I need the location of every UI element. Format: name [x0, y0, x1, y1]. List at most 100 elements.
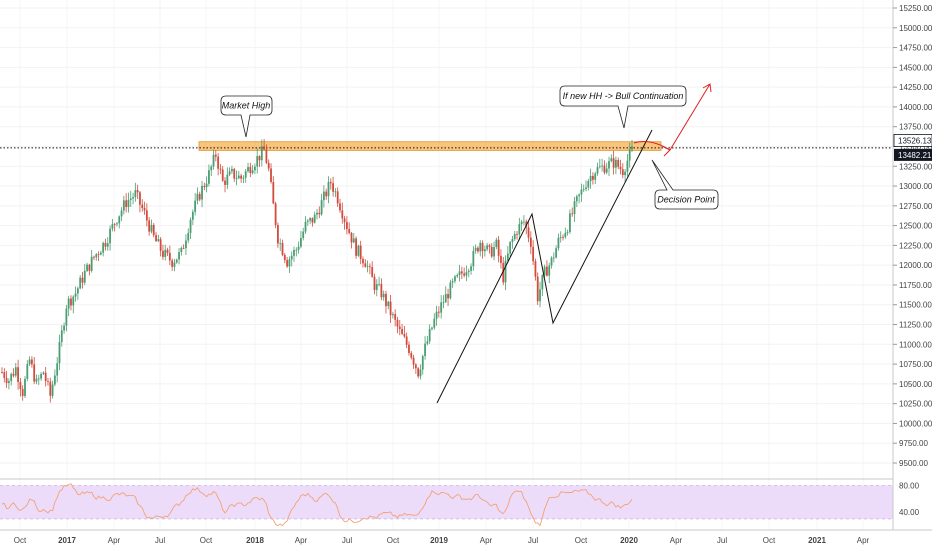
time-axis[interactable]: Oct 2017 Apr Jul Oct 2018 Apr Jul Oct 2019 Apr Jul O…	[14, 536, 870, 545]
candle-body	[412, 357, 415, 365]
candle-body	[495, 239, 498, 247]
candle-body	[580, 189, 583, 195]
price-tick-label: 15000.00	[899, 24, 932, 33]
candle-body	[58, 341, 61, 364]
candle	[88, 263, 91, 276]
candle-body	[488, 245, 491, 247]
candle-body	[189, 219, 192, 233]
candle-body	[21, 388, 24, 396]
candle	[187, 228, 190, 244]
candle-body	[14, 367, 17, 376]
candle	[67, 295, 70, 317]
rsi-tick-label: 80.00	[899, 481, 920, 490]
candle	[311, 217, 314, 227]
candle-body	[33, 364, 36, 382]
candle	[306, 219, 309, 226]
time-tick-label: Apr	[295, 536, 308, 545]
price-axis[interactable]: 15250.00 15000.00 14750.00 14500.00 14250.00…	[893, 4, 932, 468]
candle	[249, 162, 252, 178]
candle	[233, 167, 236, 182]
candle	[83, 263, 86, 286]
candle-body	[437, 311, 440, 313]
candle-body	[118, 216, 121, 224]
candle-body	[529, 237, 532, 247]
decision-point-callout[interactable]: Decision Point	[651, 159, 719, 210]
candle-body	[67, 298, 70, 309]
candle-body	[483, 249, 486, 252]
candle	[224, 177, 226, 193]
candle	[10, 372, 13, 386]
candle	[318, 206, 321, 219]
candle	[437, 306, 440, 318]
candle-body	[559, 236, 562, 238]
candle	[304, 216, 307, 234]
candle	[201, 181, 203, 208]
candle-body	[345, 222, 348, 230]
candle-body	[40, 373, 42, 379]
time-tick-label: Jul	[342, 536, 352, 545]
candle-body	[79, 277, 82, 289]
candle	[244, 168, 247, 183]
price-tick-label: 10000.00	[899, 419, 932, 428]
price-tick-label: 14000.00	[899, 103, 932, 112]
time-tick-label: Apr	[857, 536, 870, 545]
candle-body	[355, 238, 357, 256]
candle-body	[516, 233, 518, 235]
candle	[221, 166, 224, 183]
candle-body	[185, 240, 187, 249]
candle	[497, 235, 500, 263]
candle	[157, 234, 160, 243]
candle-body	[465, 272, 468, 276]
candle-body	[120, 210, 123, 217]
rsi-panel: 80.00 40.00	[0, 481, 920, 527]
candle-body	[518, 224, 521, 235]
bull-continuation-callout[interactable]: If new HH -> Bull Continuation	[559, 85, 687, 129]
candle-body	[479, 242, 482, 252]
candle-body	[350, 232, 353, 243]
candle-body	[97, 254, 100, 256]
candle-body	[426, 341, 429, 344]
candle	[592, 172, 594, 185]
candle-body	[509, 241, 512, 254]
market-high-label: Market High	[222, 101, 271, 111]
candle	[26, 360, 29, 382]
candle	[208, 164, 210, 187]
time-tick-label: 2019	[430, 536, 448, 545]
candle	[316, 208, 318, 220]
candle-body	[263, 146, 266, 150]
candle	[166, 247, 169, 257]
candle	[511, 235, 514, 249]
candle-body	[306, 220, 309, 222]
candle-body	[472, 250, 475, 267]
candle	[182, 244, 185, 250]
candle	[44, 367, 47, 387]
candle	[164, 244, 167, 261]
candle	[148, 217, 151, 236]
candle-body	[196, 193, 199, 201]
annotations: Market High If new HH -> Bull Continuati…	[220, 85, 719, 210]
candle-body	[626, 160, 629, 172]
candle	[95, 253, 98, 261]
candle	[449, 279, 452, 300]
candle	[231, 165, 233, 174]
candle	[364, 259, 367, 268]
candle-body	[145, 210, 148, 221]
candle	[279, 238, 282, 251]
candle-body	[440, 302, 443, 313]
candle-body	[578, 194, 581, 197]
candle	[582, 184, 585, 192]
candle-body	[302, 231, 305, 239]
candle	[203, 182, 206, 191]
candle-body	[304, 221, 307, 232]
candle-body	[447, 294, 449, 299]
candle	[451, 278, 454, 288]
candle-body	[532, 246, 535, 262]
time-tick-label: Apr	[670, 536, 683, 545]
market-high-callout[interactable]: Market High	[220, 95, 273, 138]
candle-body	[624, 171, 627, 176]
candle	[603, 160, 606, 175]
candle	[355, 236, 357, 259]
candle-body	[552, 257, 555, 259]
candle-body	[380, 283, 383, 298]
